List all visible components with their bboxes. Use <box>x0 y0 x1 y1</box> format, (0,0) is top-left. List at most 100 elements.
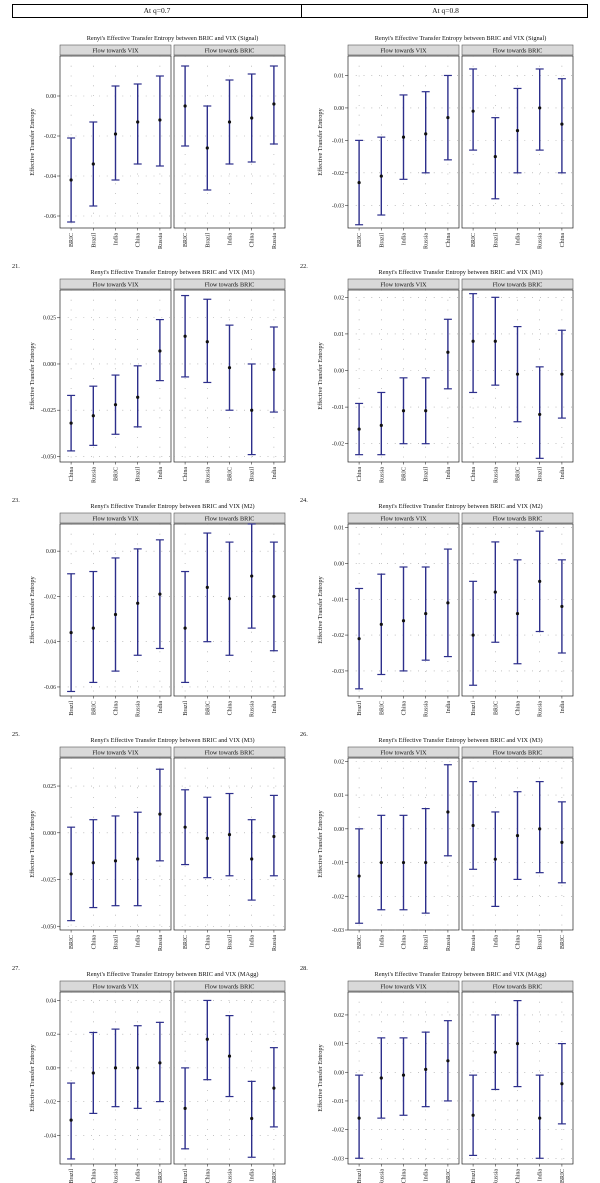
mean-point <box>379 622 383 626</box>
x-tick-label: Russia <box>538 233 544 249</box>
y-tick-label: 0.00 <box>46 94 56 100</box>
x-tick-label: Russia <box>158 233 164 249</box>
mean-point <box>538 827 542 831</box>
x-tick-label: Russia <box>379 467 385 483</box>
y-tick-label: -0.01 <box>332 1099 344 1105</box>
mean-point <box>560 840 564 844</box>
facet-strip <box>461 44 574 56</box>
chart-22: Renyi's Effective Transfer Entropy betwe… <box>300 35 574 270</box>
y-tick-label: -0.01 <box>332 138 344 144</box>
x-tick-label: India <box>446 467 452 480</box>
mean-point <box>183 1106 187 1110</box>
facet-label-vix: Flow towards VIX <box>92 984 139 991</box>
y-tick-label: 0.01 <box>334 526 344 532</box>
x-tick-label: Brazil <box>69 701 75 716</box>
x-tick-label: Russia <box>114 1169 120 1183</box>
x-tick-label: Brazil <box>424 935 430 950</box>
x-tick-label: India <box>560 467 566 480</box>
x-tick-label: Russia <box>424 701 430 717</box>
mean-point <box>357 180 361 185</box>
mean-point <box>183 825 187 829</box>
mean-point <box>493 339 497 343</box>
mean-point <box>69 421 73 425</box>
y-axis-label: Effective Transfer Entropy <box>29 341 36 409</box>
facet-label-vix: Flow towards VIX <box>92 48 139 55</box>
header-q08: At q=0.8 <box>432 6 459 15</box>
mean-point <box>357 874 361 878</box>
y-tick-label: 0.025 <box>43 784 56 790</box>
x-tick-label: BRIC <box>183 233 189 247</box>
x-tick-label: Russia <box>250 701 256 717</box>
mean-point <box>560 122 564 126</box>
x-tick-label: Brazil <box>228 935 234 950</box>
facet-label-vix: Flow towards VIX <box>380 282 427 289</box>
mean-point <box>69 1118 73 1122</box>
mean-point <box>158 1061 162 1065</box>
mean-point <box>424 860 428 865</box>
mean-point <box>91 162 95 166</box>
chart-title: Renyi's Effective Transfer Entropy betwe… <box>378 737 542 744</box>
y-tick-label: 0.00 <box>46 549 56 555</box>
x-tick-label: Brazil <box>69 1169 75 1183</box>
x-tick-label: India <box>538 1169 544 1182</box>
y-tick-label: -0.03 <box>332 1156 344 1162</box>
y-tick-label: -0.01 <box>332 597 344 603</box>
mean-point <box>158 118 162 122</box>
x-tick-label: Brazil <box>471 1169 477 1183</box>
y-tick-label: -0.04 <box>44 640 56 646</box>
y-tick-label: 0.04 <box>46 998 56 1004</box>
mean-point <box>446 810 450 814</box>
y-tick-label: -0.03 <box>332 203 344 209</box>
x-tick-label: BRIC <box>560 935 566 949</box>
mean-point <box>471 633 475 637</box>
chart-23: Renyi's Effective Transfer Entropy betwe… <box>12 269 286 504</box>
mean-point <box>401 1073 406 1077</box>
y-tick-label: 0.025 <box>43 316 56 322</box>
y-tick-label: 0.00 <box>46 1066 56 1072</box>
y-axis-label: Effective Transfer Entropy <box>317 1043 324 1111</box>
x-tick-label: India <box>424 1169 430 1182</box>
x-tick-label: China <box>183 467 189 482</box>
chart-number: 24. <box>300 497 308 504</box>
mean-point <box>250 857 254 861</box>
mean-point <box>401 860 406 865</box>
x-tick-label: BRIC <box>183 935 189 949</box>
mean-point <box>272 102 276 106</box>
x-tick-label: China <box>402 935 408 950</box>
facet-label-vix: Flow towards VIX <box>92 750 139 757</box>
y-axis-label: Effective Transfer Entropy <box>317 341 324 409</box>
facet-strip <box>173 980 286 992</box>
facet-label-bric: Flow towards BRIC <box>205 750 255 757</box>
facet-label-vix: Flow towards VIX <box>92 516 139 523</box>
facet-label-bric: Flow towards BRIC <box>205 282 255 289</box>
mean-point <box>91 1071 95 1075</box>
facet-strip <box>173 512 286 524</box>
y-tick-label: -0.02 <box>44 1100 56 1106</box>
x-tick-label: India <box>272 467 278 480</box>
mean-point <box>515 129 520 133</box>
mean-point <box>158 349 162 353</box>
x-tick-label: BRIC <box>114 467 120 481</box>
mean-point <box>471 823 475 828</box>
mean-point <box>560 372 564 376</box>
x-tick-label: Russia <box>493 467 499 483</box>
mean-point <box>158 592 162 596</box>
mean-point <box>538 579 542 583</box>
x-tick-label: China <box>402 701 408 716</box>
y-axis-label: Effective Transfer Entropy <box>29 575 36 643</box>
chart-number: 23. <box>12 497 20 504</box>
mean-point <box>158 812 162 816</box>
y-tick-label: -0.01 <box>332 861 344 867</box>
facet-strip <box>59 278 172 290</box>
mean-point <box>227 120 232 124</box>
y-tick-label: -0.050 <box>41 924 56 930</box>
y-tick-label: 0.02 <box>334 759 344 765</box>
chart-29: Renyi's Effective Transfer Entropy betwe… <box>29 971 286 1183</box>
mean-point <box>272 1086 276 1090</box>
facet-strip <box>461 746 574 758</box>
x-tick-label: China <box>91 1169 97 1183</box>
mean-point <box>538 1116 542 1120</box>
mean-point <box>91 414 95 418</box>
y-tick-label: 0.01 <box>334 1042 344 1048</box>
chart-24: Renyi's Effective Transfer Entropy betwe… <box>300 269 574 504</box>
